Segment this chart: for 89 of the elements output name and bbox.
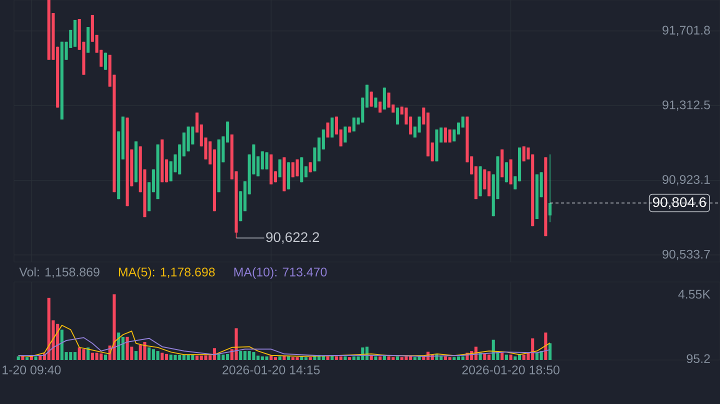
bar <box>82 349 86 360</box>
text: MA(5): 1,178.698 <box>118 267 215 279</box>
bar <box>500 352 504 360</box>
bar <box>104 354 108 360</box>
candlestick <box>548 154 552 223</box>
y-tick-label: 4.55K <box>678 290 710 299</box>
bar <box>196 356 199 360</box>
bar <box>248 351 251 360</box>
bar <box>334 356 338 360</box>
bar <box>461 356 464 360</box>
candlestick <box>104 52 108 70</box>
bar <box>304 357 308 360</box>
x-tick-label: 2026-01-20 18:50 <box>462 366 560 374</box>
bar <box>121 336 124 360</box>
bar <box>270 356 273 360</box>
candlestick <box>265 152 268 170</box>
candlestick <box>396 107 400 125</box>
candlestick <box>344 126 347 143</box>
bar <box>69 352 72 360</box>
bar <box>392 357 395 360</box>
bar <box>387 356 390 360</box>
bar <box>191 354 194 360</box>
y-tick-label: 90,923.1 <box>662 175 710 186</box>
bar <box>16 356 20 360</box>
bar <box>378 356 382 360</box>
bar <box>404 356 408 360</box>
text: MA(10): 713.470 <box>234 267 327 279</box>
x-tick-label: 1-20 09:40 <box>2 366 61 374</box>
bar <box>348 357 352 360</box>
bar <box>234 328 238 360</box>
x-tick-label: 2026-01-20 14:15 <box>222 366 320 374</box>
bar <box>126 336 129 360</box>
bar <box>26 357 29 360</box>
bar <box>308 357 312 360</box>
bar <box>400 357 404 360</box>
bar <box>222 354 225 360</box>
bar <box>86 347 90 360</box>
bar <box>483 354 486 360</box>
bar <box>514 356 517 360</box>
candlestick <box>370 91 373 108</box>
bar <box>504 354 508 360</box>
bar <box>239 351 242 360</box>
bar <box>509 354 512 360</box>
y-tick-label: 91,701.8 <box>662 26 710 36</box>
bar <box>186 354 190 360</box>
bar <box>134 351 138 360</box>
bar <box>160 352 164 360</box>
line-series <box>18 337 551 357</box>
candlestick <box>382 87 386 110</box>
bar <box>396 356 400 360</box>
candlestick <box>330 117 334 138</box>
bar <box>73 352 77 360</box>
bar <box>296 357 299 360</box>
bar <box>448 357 452 360</box>
bar <box>34 356 38 360</box>
bar <box>265 356 268 360</box>
bar <box>344 356 347 360</box>
annotation: 90,622.2 <box>266 232 320 244</box>
bar <box>100 354 103 360</box>
bar <box>287 356 290 360</box>
bar <box>339 356 342 360</box>
bar <box>548 343 552 360</box>
candlestick <box>296 158 299 177</box>
bar <box>278 356 282 360</box>
bar <box>252 352 256 360</box>
bar <box>544 332 548 360</box>
y-tick-label: 91,312.5 <box>662 100 710 111</box>
bar <box>148 347 151 360</box>
bar <box>274 357 278 360</box>
bar <box>217 354 220 360</box>
candlestick <box>326 122 330 138</box>
bar <box>95 352 98 360</box>
bar <box>117 332 120 360</box>
bar <box>47 298 50 360</box>
series-label: Vol: 1,158.869 <box>19 267 100 278</box>
bar <box>212 348 216 360</box>
bar <box>326 356 330 360</box>
y-tick-label: 95.2 <box>686 354 710 364</box>
bar <box>374 356 378 360</box>
bar <box>143 342 146 360</box>
bar <box>456 356 460 360</box>
bar <box>112 294 116 360</box>
bar <box>156 351 160 360</box>
line-series <box>18 324 551 357</box>
bar <box>452 357 456 360</box>
bar <box>174 354 177 360</box>
bar <box>204 355 208 360</box>
y-tick-label: 90,533.7 <box>662 250 710 260</box>
ref-line-label: 90,804.6 <box>652 197 706 209</box>
